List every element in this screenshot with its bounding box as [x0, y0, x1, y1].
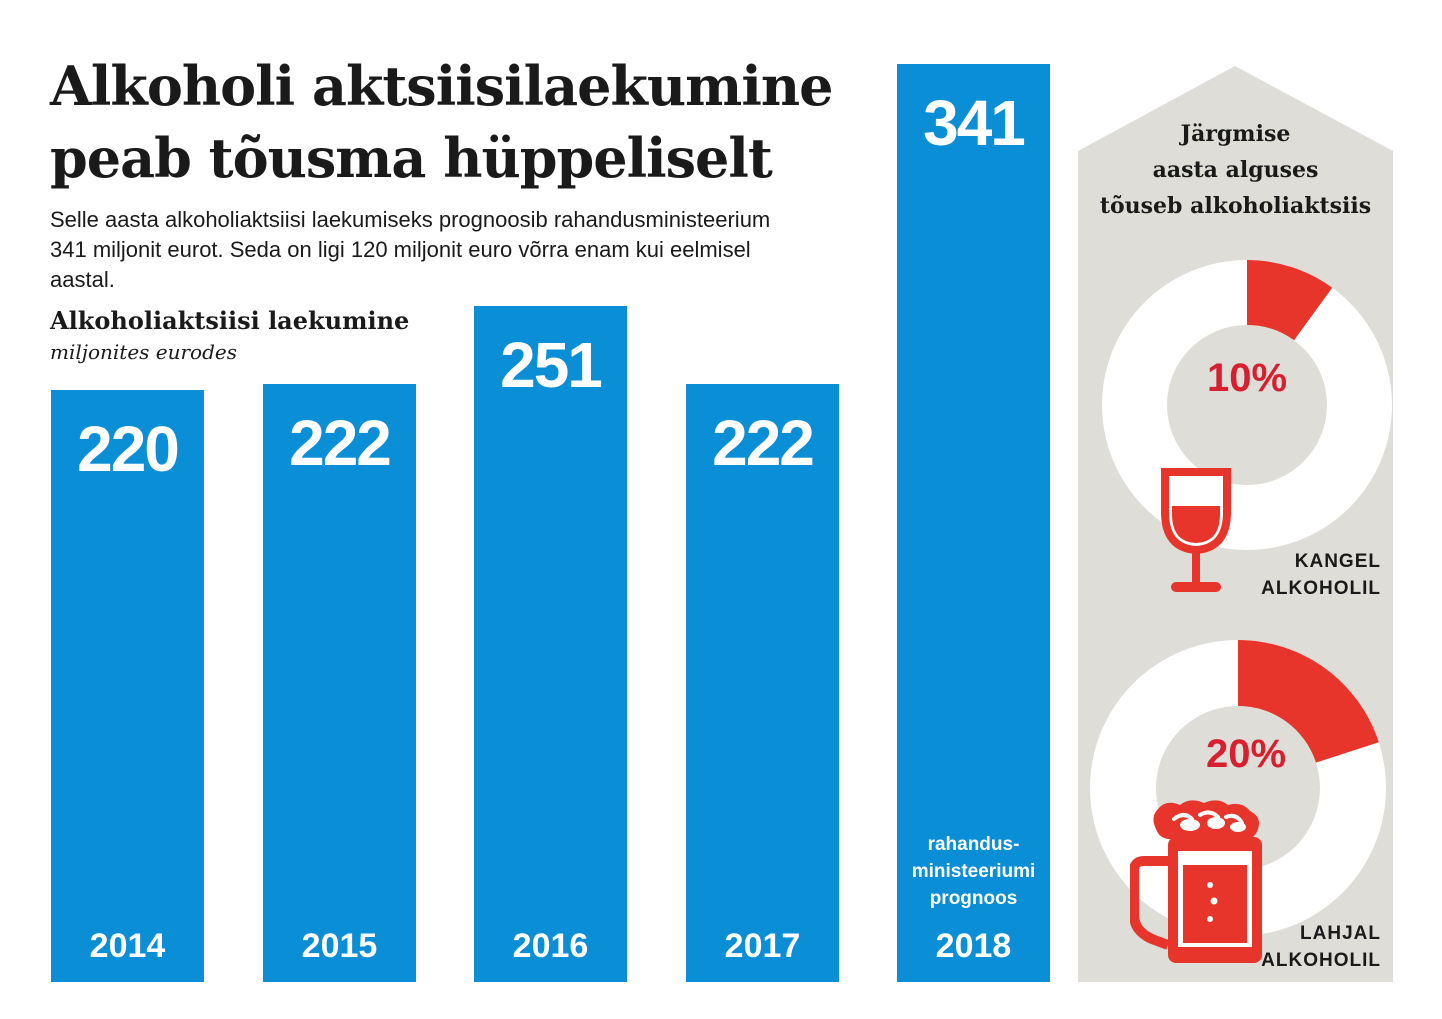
pct-label-light: 20% — [1205, 732, 1287, 776]
category-label-light-line-1: LAHJAL — [1300, 923, 1381, 944]
bar-value-label: 222 — [289, 407, 392, 479]
tax-increase-panel: Järgmise aasta alguses tõuseb alkoholiak… — [1078, 66, 1393, 982]
bar-category-label: 2015 — [301, 927, 378, 965]
title-line-1: Alkoholi aktsiisilaekumine — [50, 54, 833, 118]
bar-category-label: 2017 — [724, 927, 801, 965]
category-label-light: LAHJAL ALKOHOLIL — [1181, 920, 1381, 974]
panel-title-line-3: tõuseb alkoholiaktsiis — [1099, 193, 1372, 219]
pct-label-strong: 10% — [1206, 356, 1288, 400]
title-line-2: peab tõusma hüppeliselt — [50, 126, 773, 190]
bar-value-label: 222 — [712, 407, 815, 479]
intro-line-1: Selle aasta alkoholiaktsiisi laekumiseks… — [50, 207, 771, 232]
category-label-strong-line-1: KANGEL — [1294, 551, 1381, 572]
bar-category-label: 2018 — [935, 927, 1012, 965]
bar-category-label: 2016 — [512, 927, 589, 965]
category-label-light-line-2: ALKOHOLIL — [1261, 950, 1381, 971]
bar-value-label: 251 — [500, 329, 603, 401]
bar-value-label: 341 — [923, 87, 1026, 159]
bar-2017: 222 2017 — [686, 384, 839, 982]
pie-slice-light-alcohol — [1238, 640, 1379, 763]
intro-line-2: 341 miljonit eurot. Seda on ligi 120 mil… — [50, 237, 751, 262]
panel-title-line-2: aasta alguses — [1152, 157, 1319, 183]
bar-annotation-line-3: prognoos — [929, 888, 1018, 909]
chart-subtitle: miljonites eurodes — [50, 340, 237, 364]
intro-text: Selle aasta alkoholiaktsiisi laekumiseks… — [50, 205, 880, 295]
donut-hole-strong — [1167, 325, 1327, 485]
category-label-strong: KANGEL ALKOHOLIL — [1181, 548, 1381, 602]
page-title: Alkoholi aktsiisilaekumine peab tõusma h… — [50, 50, 880, 194]
bar-2015: 222 2015 — [263, 384, 416, 982]
pie-slice-strong-alcohol — [1247, 260, 1333, 341]
panel-title-line-1: Järgmise — [1180, 121, 1291, 147]
bar-category-label: 2014 — [89, 927, 166, 965]
bar-2018: 341 rahandus-ministeeriumi prognoos 2018 — [897, 64, 1050, 982]
bar-value-label: 220 — [77, 413, 180, 485]
bar-2014: 220 2014 — [51, 390, 204, 982]
beer-mug-icon — [1130, 800, 1262, 963]
bar-annotation-line-2: ministeeriumi — [911, 861, 1036, 882]
category-label-strong-line-2: ALKOHOLIL — [1261, 578, 1381, 599]
panel-title: Järgmise aasta alguses tõuseb alkoholiak… — [1078, 116, 1393, 224]
bar-annotation-line-1: rahandus- — [927, 834, 1020, 855]
chart-title: Alkoholiaktsiisi laekumine — [50, 306, 410, 335]
bar-annotation: rahandus-ministeeriumi prognoos — [897, 831, 1050, 912]
intro-line-3: aastal. — [50, 267, 115, 292]
wine-glass-icon — [1161, 468, 1231, 592]
bar-2016: 251 2016 — [474, 306, 627, 982]
